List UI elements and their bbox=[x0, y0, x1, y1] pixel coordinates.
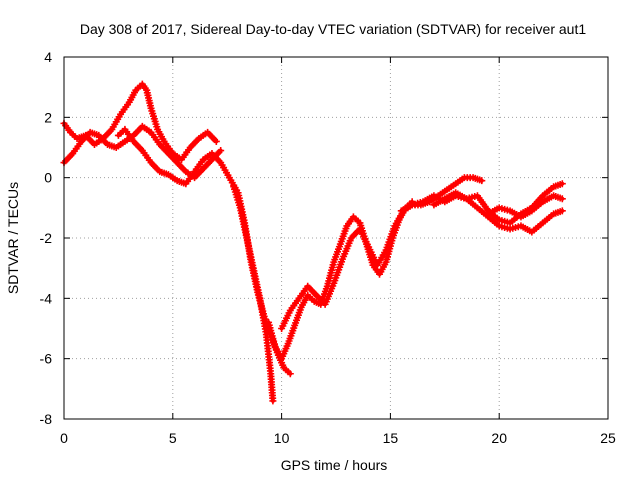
y-tick-label: -4 bbox=[40, 290, 53, 306]
y-tick-label: -6 bbox=[40, 351, 53, 367]
data-point bbox=[558, 180, 566, 188]
data-point bbox=[212, 137, 220, 145]
x-axis-label: GPS time / hours bbox=[281, 457, 388, 473]
y-tick-label: -8 bbox=[40, 411, 53, 427]
x-tick-label: 5 bbox=[169, 430, 177, 446]
series-9 bbox=[484, 192, 566, 221]
data-point bbox=[286, 370, 294, 378]
data-point bbox=[558, 207, 566, 215]
y-tick-label: 0 bbox=[44, 170, 52, 186]
data-point bbox=[558, 195, 566, 203]
axis-ticks: 0 5 10 15 20 25 -8 -6 -4 -2 0 2 4 bbox=[40, 49, 616, 446]
y-tick-label: -2 bbox=[40, 230, 53, 246]
y-tick-label: 4 bbox=[44, 49, 52, 65]
series-1 bbox=[60, 80, 220, 164]
data-point bbox=[269, 397, 277, 405]
x-tick-label: 20 bbox=[491, 430, 507, 446]
data-series bbox=[60, 80, 566, 405]
series-2 bbox=[60, 122, 225, 182]
x-tick-label: 15 bbox=[383, 430, 399, 446]
x-tick-label: 10 bbox=[274, 430, 290, 446]
series-4 bbox=[230, 183, 277, 405]
series-8 bbox=[430, 189, 566, 236]
data-point bbox=[478, 177, 486, 185]
data-point bbox=[217, 147, 225, 155]
x-tick-label: 25 bbox=[600, 430, 616, 446]
x-tick-label: 0 bbox=[60, 430, 68, 446]
chart-title: Day 308 of 2017, Sidereal Day-to-day VTE… bbox=[80, 21, 587, 37]
y-axis-label: SDTVAR / TECUs bbox=[5, 182, 21, 294]
y-tick-label: 2 bbox=[44, 109, 52, 125]
